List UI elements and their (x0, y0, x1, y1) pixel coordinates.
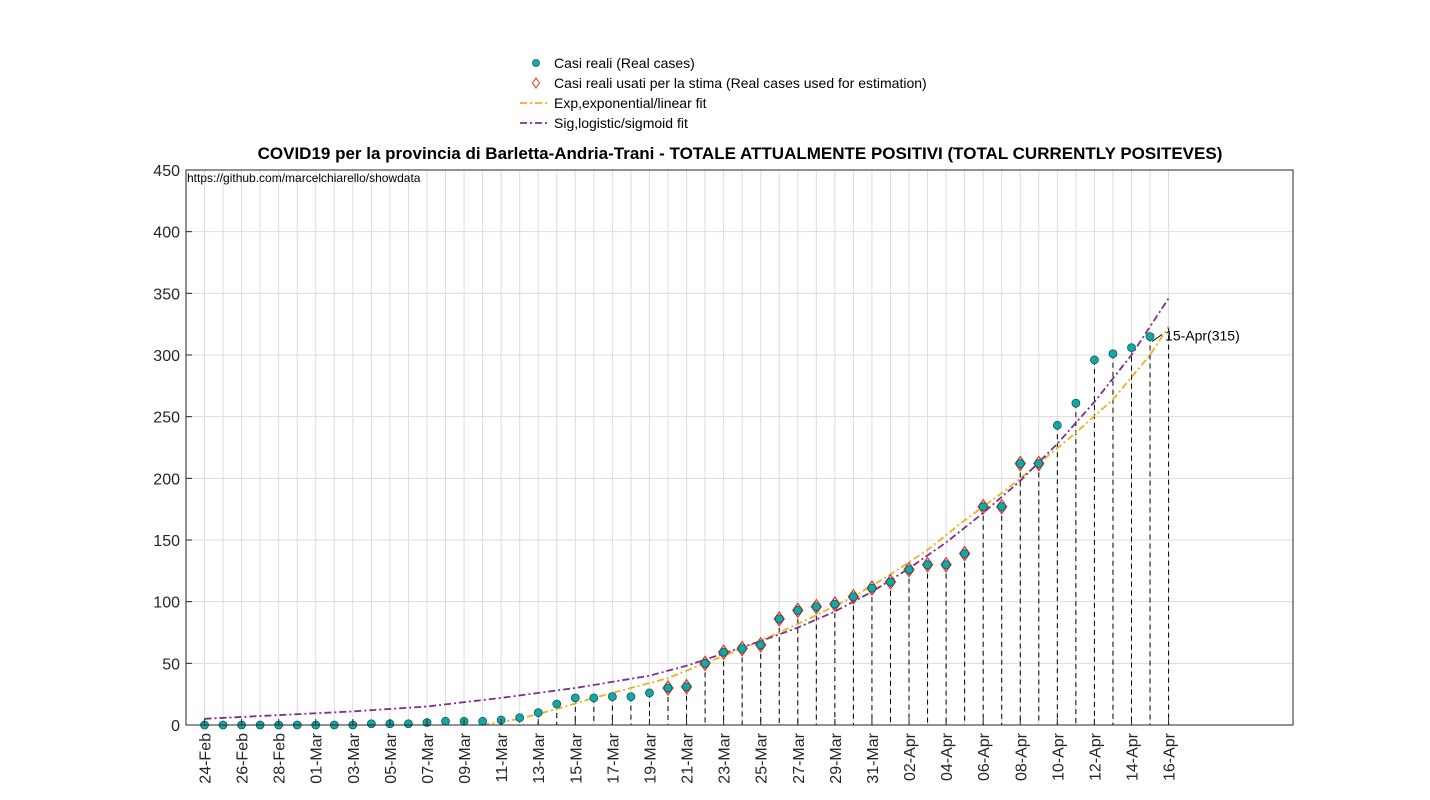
y-tick-label: 250 (153, 410, 180, 427)
real-case-marker (626, 692, 636, 702)
real-case-marker (1090, 355, 1099, 365)
x-tick-label: 26-Feb (235, 733, 252, 784)
data-markers (200, 332, 1155, 730)
x-tick-label: 17-Mar (605, 732, 622, 783)
real-case-marker (589, 693, 599, 703)
legend-label: Sig,logistic/sigmoid fit (554, 115, 688, 131)
legend-marker-real (532, 59, 540, 67)
real-case-marker (1034, 459, 1044, 468)
real-case-marker (941, 560, 951, 570)
axes: 0 50 100 150 200 250 300 350 400 450 24-Feb 26-Feb 2… (153, 163, 1178, 784)
real-case-marker (700, 658, 710, 668)
x-tick-label: 15-Mar (568, 732, 585, 783)
real-case-marker (774, 614, 784, 624)
y-tick-label: 300 (153, 348, 180, 365)
x-tick-label: 04-Apr (939, 732, 956, 781)
real-case-marker (997, 502, 1007, 512)
real-case-marker (719, 647, 729, 657)
real-case-marker (366, 719, 376, 729)
legend-label: Casi reali (Real cases) (554, 55, 695, 71)
real-case-marker (904, 565, 914, 574)
y-tick-label: 100 (153, 595, 180, 612)
legend-marker-used (531, 77, 541, 89)
real-case-marker (478, 716, 488, 726)
y-tick-label: 350 (153, 286, 180, 303)
y-tick-label: 400 (153, 225, 180, 242)
annotation-arrow (1151, 334, 1163, 342)
annotation-label: 15-Apr(315) (1165, 328, 1240, 344)
x-tick-label: 09-Mar (457, 732, 474, 783)
real-case-marker (515, 713, 525, 722)
plot-frame (185, 169, 1294, 726)
x-tick-label: 29-Mar (828, 732, 845, 783)
real-case-marker (1127, 343, 1136, 353)
real-case-marker (552, 699, 562, 709)
x-tick-label: 31-Mar (865, 732, 882, 783)
fit-curves (204, 297, 1170, 726)
real-case-marker (830, 599, 840, 609)
real-case-marker (645, 688, 654, 698)
legend-label: Casi reali usati per la stima (Real case… (554, 75, 927, 91)
x-tick-label: 28-Feb (272, 733, 289, 784)
real-case-marker (923, 560, 932, 570)
x-tick-label: 07-Mar (420, 732, 437, 783)
x-tick-label: 19-Mar (642, 732, 659, 783)
real-case-marker (1015, 459, 1025, 468)
x-tick-label: 12-Apr (1087, 732, 1104, 781)
x-tick-label: 25-Mar (754, 732, 771, 783)
y-tick-label: 0 (171, 718, 180, 735)
exp-fit-line (482, 326, 1170, 726)
source-note: https://github.com/marcelchiarello/showd… (187, 171, 421, 185)
real-case-marker (404, 719, 413, 729)
real-case-marker (1071, 398, 1081, 408)
x-tick-label: 14-Apr (1125, 732, 1142, 781)
legend-label: Exp,exponential/linear fit (554, 95, 707, 111)
real-case-marker (886, 577, 895, 587)
real-case-marker (1108, 349, 1118, 359)
x-tick-label: 23-Mar (717, 732, 734, 783)
sigmoid-fit-line (204, 297, 1170, 720)
real-case-marker (793, 605, 803, 615)
real-case-marker (978, 502, 988, 512)
real-case-marker (849, 592, 858, 602)
x-tick-label: 01-Mar (309, 732, 326, 783)
x-tick-label: 03-Mar (346, 732, 363, 783)
real-case-marker (663, 683, 673, 693)
real-case-marker (607, 692, 617, 702)
x-tick-label: 11-Mar (494, 732, 511, 782)
y-tick-label: 450 (153, 163, 180, 180)
x-tick-label: 21-Mar (680, 732, 697, 783)
x-tick-label: 27-Mar (791, 732, 808, 783)
annotations: 15-Apr(315) (1151, 328, 1240, 344)
legend: Casi reali (Real cases) Casi reali usati … (520, 55, 927, 131)
x-tick-label: 16-Apr (1162, 732, 1179, 781)
stem-lines (370, 326, 1170, 725)
x-tick-label: 02-Apr (902, 732, 919, 781)
real-case-marker (756, 640, 766, 650)
y-tick-label: 150 (153, 533, 180, 550)
real-case-marker (570, 693, 580, 703)
real-case-marker (533, 708, 543, 718)
x-tick-label: 08-Apr (1013, 732, 1030, 781)
grid-lines (186, 169, 1293, 726)
x-tick-label: 10-Apr (1050, 732, 1067, 781)
real-case-marker (737, 644, 747, 653)
x-tick-label: 24-Feb (198, 733, 215, 784)
real-case-marker (867, 583, 877, 593)
y-tick-label: 200 (153, 471, 180, 488)
x-tick-label: 05-Mar (383, 732, 400, 783)
real-case-marker (960, 549, 970, 558)
real-case-marker (811, 602, 821, 611)
x-tick-label: 13-Mar (531, 732, 548, 783)
chart-title: COVID19 per la provincia di Barletta-And… (258, 144, 1223, 163)
real-case-marker (1052, 420, 1062, 430)
real-case-marker (1145, 332, 1155, 341)
x-tick-label: 06-Apr (976, 732, 993, 781)
real-case-marker (441, 716, 450, 726)
real-case-marker (682, 682, 691, 692)
y-tick-label: 50 (162, 656, 180, 673)
